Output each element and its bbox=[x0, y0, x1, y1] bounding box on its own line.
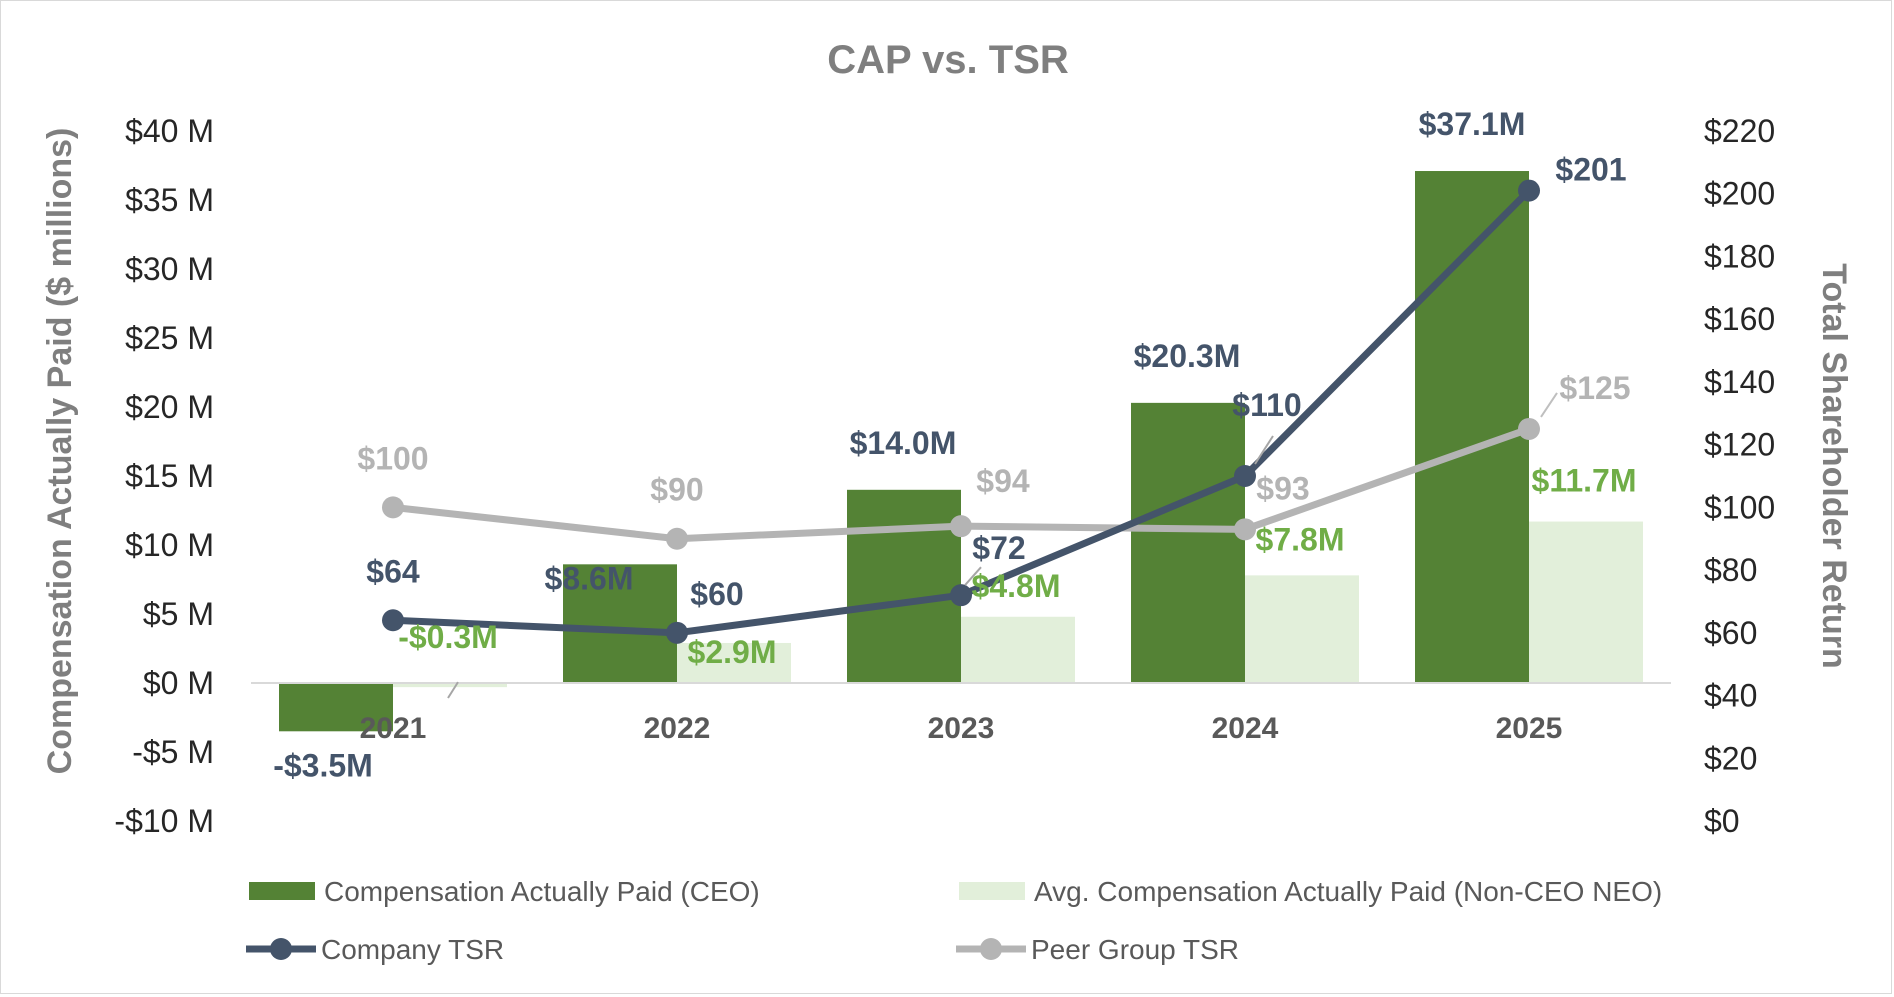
left-tick-label: $15 M bbox=[125, 458, 214, 494]
right-tick-label: $180 bbox=[1704, 238, 1775, 274]
company-tsr-point bbox=[382, 609, 404, 632]
neo-cap-bar bbox=[1529, 521, 1643, 683]
neo-cap-data-label: $4.8M bbox=[972, 568, 1061, 604]
ceo-cap-bar bbox=[563, 564, 677, 683]
company-label-leader-line bbox=[1254, 435, 1274, 465]
right-tick-label: $120 bbox=[1704, 427, 1775, 463]
legend-swatch-ceo bbox=[249, 882, 315, 900]
peer-tsr-data-label: $100 bbox=[357, 440, 428, 476]
neo-label-leader-line bbox=[447, 681, 459, 699]
peer-tsr-point bbox=[950, 515, 972, 538]
peer-tsr-data-label: $93 bbox=[1256, 470, 1309, 506]
right-tick-label: $220 bbox=[1704, 113, 1775, 149]
company-tsr-point bbox=[1234, 465, 1256, 487]
right-tick-label: $40 bbox=[1704, 678, 1757, 714]
neo-cap-data-label: $7.8M bbox=[1256, 521, 1345, 557]
category-label: 2025 bbox=[1496, 712, 1563, 745]
category-label: 2023 bbox=[928, 712, 995, 745]
left-tick-label: $40 M bbox=[125, 113, 214, 149]
legend-label: Company TSR bbox=[321, 934, 504, 965]
company-tsr-data-label: $64 bbox=[366, 553, 420, 589]
company-tsr-data-label: $72 bbox=[972, 530, 1025, 566]
ceo-cap-bar bbox=[847, 489, 961, 683]
legend-label: Compensation Actually Paid (CEO) bbox=[324, 876, 760, 907]
left-tick-label: -$10 M bbox=[114, 803, 214, 839]
neo-cap-bar bbox=[961, 616, 1075, 683]
left-tick-label: $10 M bbox=[125, 527, 214, 563]
legend-label: Avg. Compensation Actually Paid (Non-CEO… bbox=[1034, 876, 1662, 907]
neo-cap-data-label: $11.7M bbox=[1532, 463, 1637, 499]
right-tick-label: $60 bbox=[1704, 615, 1757, 651]
company-tsr-data-label: $60 bbox=[690, 576, 743, 612]
neo-cap-bar bbox=[1245, 575, 1359, 683]
peer-tsr-data-label: $90 bbox=[650, 472, 703, 508]
right-tick-label: $0 bbox=[1704, 803, 1740, 839]
peer-tsr-data-label: $125 bbox=[1559, 370, 1630, 406]
peer-label-leader-line bbox=[1540, 392, 1558, 418]
company-tsr-point bbox=[1518, 179, 1540, 202]
left-tick-label: $0 M bbox=[143, 665, 214, 701]
right-tick-label: $160 bbox=[1704, 301, 1775, 337]
category-label: 2024 bbox=[1212, 712, 1279, 745]
peer-tsr-data-label: $94 bbox=[976, 463, 1030, 499]
bars-layer bbox=[279, 171, 1643, 732]
data-labels-layer: -$3.5M $8.6M $14.0M $20.3M $37.1M -$0.3M $2.9M… bbox=[273, 106, 1636, 783]
neo-cap-bar bbox=[677, 642, 791, 683]
legend-swatch-company-marker bbox=[270, 938, 292, 960]
ceo-cap-bar bbox=[279, 683, 393, 732]
chart-title: CAP vs. TSR bbox=[827, 38, 1069, 82]
legend-swatch-neo bbox=[959, 882, 1025, 900]
legend-swatch-peer-marker bbox=[980, 938, 1002, 960]
ceo-cap-data-label: $8.6M bbox=[545, 560, 634, 596]
peer-tsr-point bbox=[1234, 518, 1256, 541]
left-tick-label: $25 M bbox=[125, 320, 214, 356]
ceo-cap-bar bbox=[1415, 171, 1529, 683]
left-tick-label: $35 M bbox=[125, 182, 214, 218]
legend-label: Peer Group TSR bbox=[1031, 934, 1239, 965]
right-tick-label: $20 bbox=[1704, 740, 1757, 776]
peer-tsr-point bbox=[666, 527, 688, 550]
company-tsr-data-label: $110 bbox=[1232, 387, 1301, 423]
category-label: 2021 bbox=[360, 712, 427, 745]
ceo-cap-data-label: $37.1M bbox=[1419, 106, 1526, 142]
ceo-cap-data-label: -$3.5M bbox=[273, 747, 373, 783]
neo-cap-data-label: -$0.3M bbox=[398, 619, 498, 655]
right-tick-label: $100 bbox=[1704, 489, 1775, 525]
peer-tsr-point bbox=[382, 496, 404, 519]
right-tick-label: $140 bbox=[1704, 364, 1775, 400]
company-tsr-data-label: $201 bbox=[1555, 152, 1626, 188]
lines-layer bbox=[382, 179, 1540, 644]
ceo-cap-data-label: $14.0M bbox=[850, 425, 957, 461]
left-tick-label: $30 M bbox=[125, 251, 214, 287]
ticks-layer: $40 M $35 M $30 M $25 M $20 M $15 M $10 M $5 M $… bbox=[114, 113, 1775, 839]
peer-tsr-point bbox=[1518, 417, 1540, 440]
left-tick-label: -$5 M bbox=[132, 734, 214, 770]
right-axis-title: Total Shareholder Return bbox=[1815, 263, 1853, 669]
ceo-cap-data-label: $20.3M bbox=[1134, 338, 1241, 374]
company-tsr-point bbox=[950, 584, 972, 607]
left-axis-title: Compensation Actually Paid ($ millions) bbox=[41, 128, 79, 775]
left-tick-label: $20 M bbox=[125, 389, 214, 425]
category-label: 2022 bbox=[644, 712, 711, 745]
left-tick-label: $5 M bbox=[143, 596, 214, 632]
neo-cap-data-label: $2.9M bbox=[688, 634, 777, 670]
company-tsr-point bbox=[666, 621, 688, 644]
right-tick-label: $80 bbox=[1704, 552, 1757, 588]
right-tick-label: $200 bbox=[1704, 176, 1775, 212]
company-label-leader-line bbox=[964, 566, 982, 586]
neo-cap-bar bbox=[393, 683, 507, 688]
ceo-cap-bar bbox=[1131, 402, 1245, 683]
legend: Compensation Actually Paid (CEO) Avg. Com… bbox=[246, 876, 1662, 965]
categories-layer: 2021 2022 2023 2024 2025 bbox=[360, 712, 1563, 745]
